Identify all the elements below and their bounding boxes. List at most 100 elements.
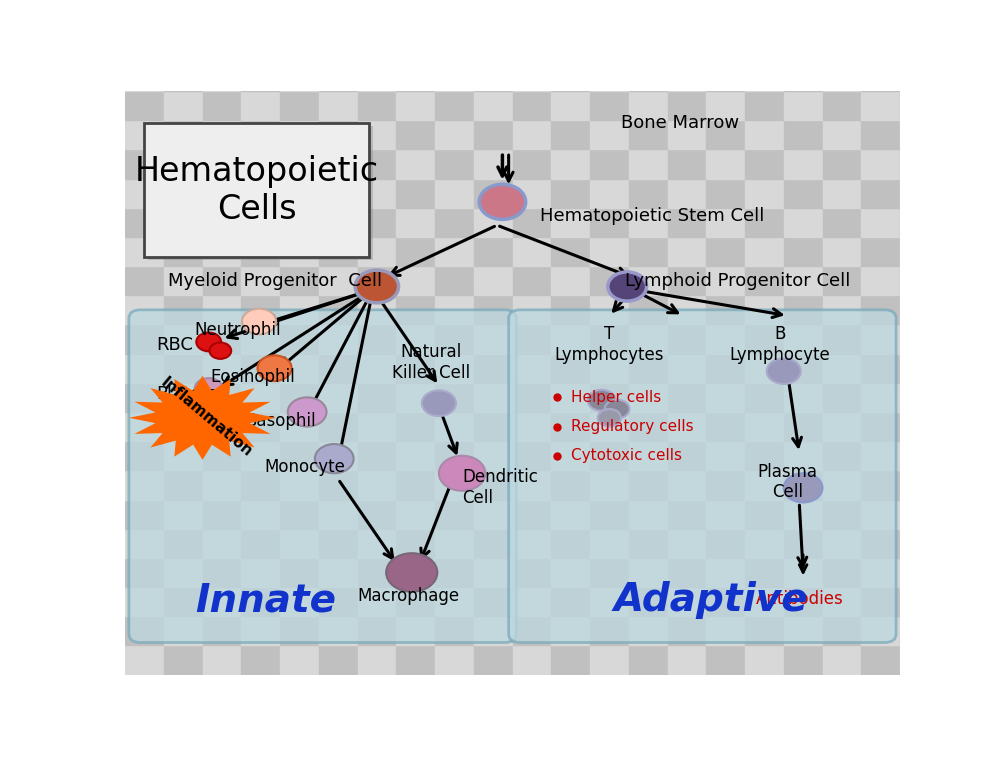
Bar [551, 441, 590, 470]
Bar [358, 441, 396, 470]
Bar [241, 383, 280, 412]
Bar [551, 149, 590, 179]
Bar [125, 353, 164, 383]
Bar [590, 266, 629, 295]
Bar [861, 500, 900, 529]
Bar [590, 324, 629, 353]
Bar [551, 208, 590, 236]
Bar [125, 383, 164, 412]
Bar [551, 500, 590, 529]
Bar [280, 500, 319, 529]
Bar [164, 675, 202, 703]
Bar [358, 208, 396, 236]
Bar [512, 179, 551, 208]
Bar [202, 149, 241, 179]
Bar [629, 266, 668, 295]
Bar [900, 91, 939, 121]
Bar [202, 62, 241, 91]
Bar [822, 412, 861, 441]
Bar [319, 616, 358, 646]
Bar [861, 353, 900, 383]
Bar [280, 412, 319, 441]
Bar [396, 587, 435, 616]
Circle shape [588, 390, 616, 411]
Bar [435, 383, 474, 412]
Bar [86, 149, 125, 179]
Bar [668, 529, 706, 558]
Bar [125, 324, 164, 353]
Bar [202, 383, 241, 412]
Bar [125, 646, 164, 675]
Bar [512, 616, 551, 646]
Bar [590, 236, 629, 266]
Bar [280, 121, 319, 149]
Bar [280, 587, 319, 616]
Bar [241, 121, 280, 149]
Bar [784, 646, 822, 675]
Bar [241, 470, 280, 500]
Bar [319, 646, 358, 675]
Bar [784, 500, 822, 529]
Bar [125, 587, 164, 616]
Bar [706, 558, 745, 587]
Bar [319, 441, 358, 470]
Bar [280, 616, 319, 646]
Bar [551, 353, 590, 383]
Bar [861, 441, 900, 470]
Bar [668, 121, 706, 149]
Bar [435, 558, 474, 587]
Bar [474, 149, 512, 179]
Bar [900, 149, 939, 179]
Bar [668, 62, 706, 91]
Bar [745, 266, 784, 295]
Bar [551, 179, 590, 208]
Bar [396, 149, 435, 179]
Text: Eosinophil: Eosinophil [210, 368, 295, 386]
Bar [861, 179, 900, 208]
Bar [512, 646, 551, 675]
Bar [784, 324, 822, 353]
Bar [512, 236, 551, 266]
Bar [202, 441, 241, 470]
Bar [861, 266, 900, 295]
Bar [668, 266, 706, 295]
Bar [822, 558, 861, 587]
Bar [164, 62, 202, 91]
Bar [590, 558, 629, 587]
Bar [280, 236, 319, 266]
Bar [319, 266, 358, 295]
Bar [745, 236, 784, 266]
Bar [745, 353, 784, 383]
Bar [900, 295, 939, 324]
Bar [629, 500, 668, 529]
Bar [241, 324, 280, 353]
Bar [745, 383, 784, 412]
Bar [784, 266, 822, 295]
Text: Hematopoietic Stem Cell: Hematopoietic Stem Cell [540, 208, 764, 225]
Bar [512, 470, 551, 500]
Bar [512, 121, 551, 149]
Bar [474, 558, 512, 587]
Bar [164, 646, 202, 675]
Bar [668, 353, 706, 383]
Bar [396, 383, 435, 412]
Bar [822, 646, 861, 675]
Bar [396, 441, 435, 470]
Bar [358, 149, 396, 179]
Bar [474, 179, 512, 208]
Bar [629, 208, 668, 236]
Circle shape [288, 397, 326, 427]
Bar [125, 266, 164, 295]
Bar [164, 412, 202, 441]
Bar [706, 383, 745, 412]
Bar [629, 529, 668, 558]
Bar [706, 353, 745, 383]
Bar [668, 675, 706, 703]
Bar [474, 500, 512, 529]
Bar [745, 412, 784, 441]
Bar [86, 441, 125, 470]
Bar [358, 236, 396, 266]
Bar [125, 470, 164, 500]
Bar [900, 616, 939, 646]
Bar [86, 62, 125, 91]
